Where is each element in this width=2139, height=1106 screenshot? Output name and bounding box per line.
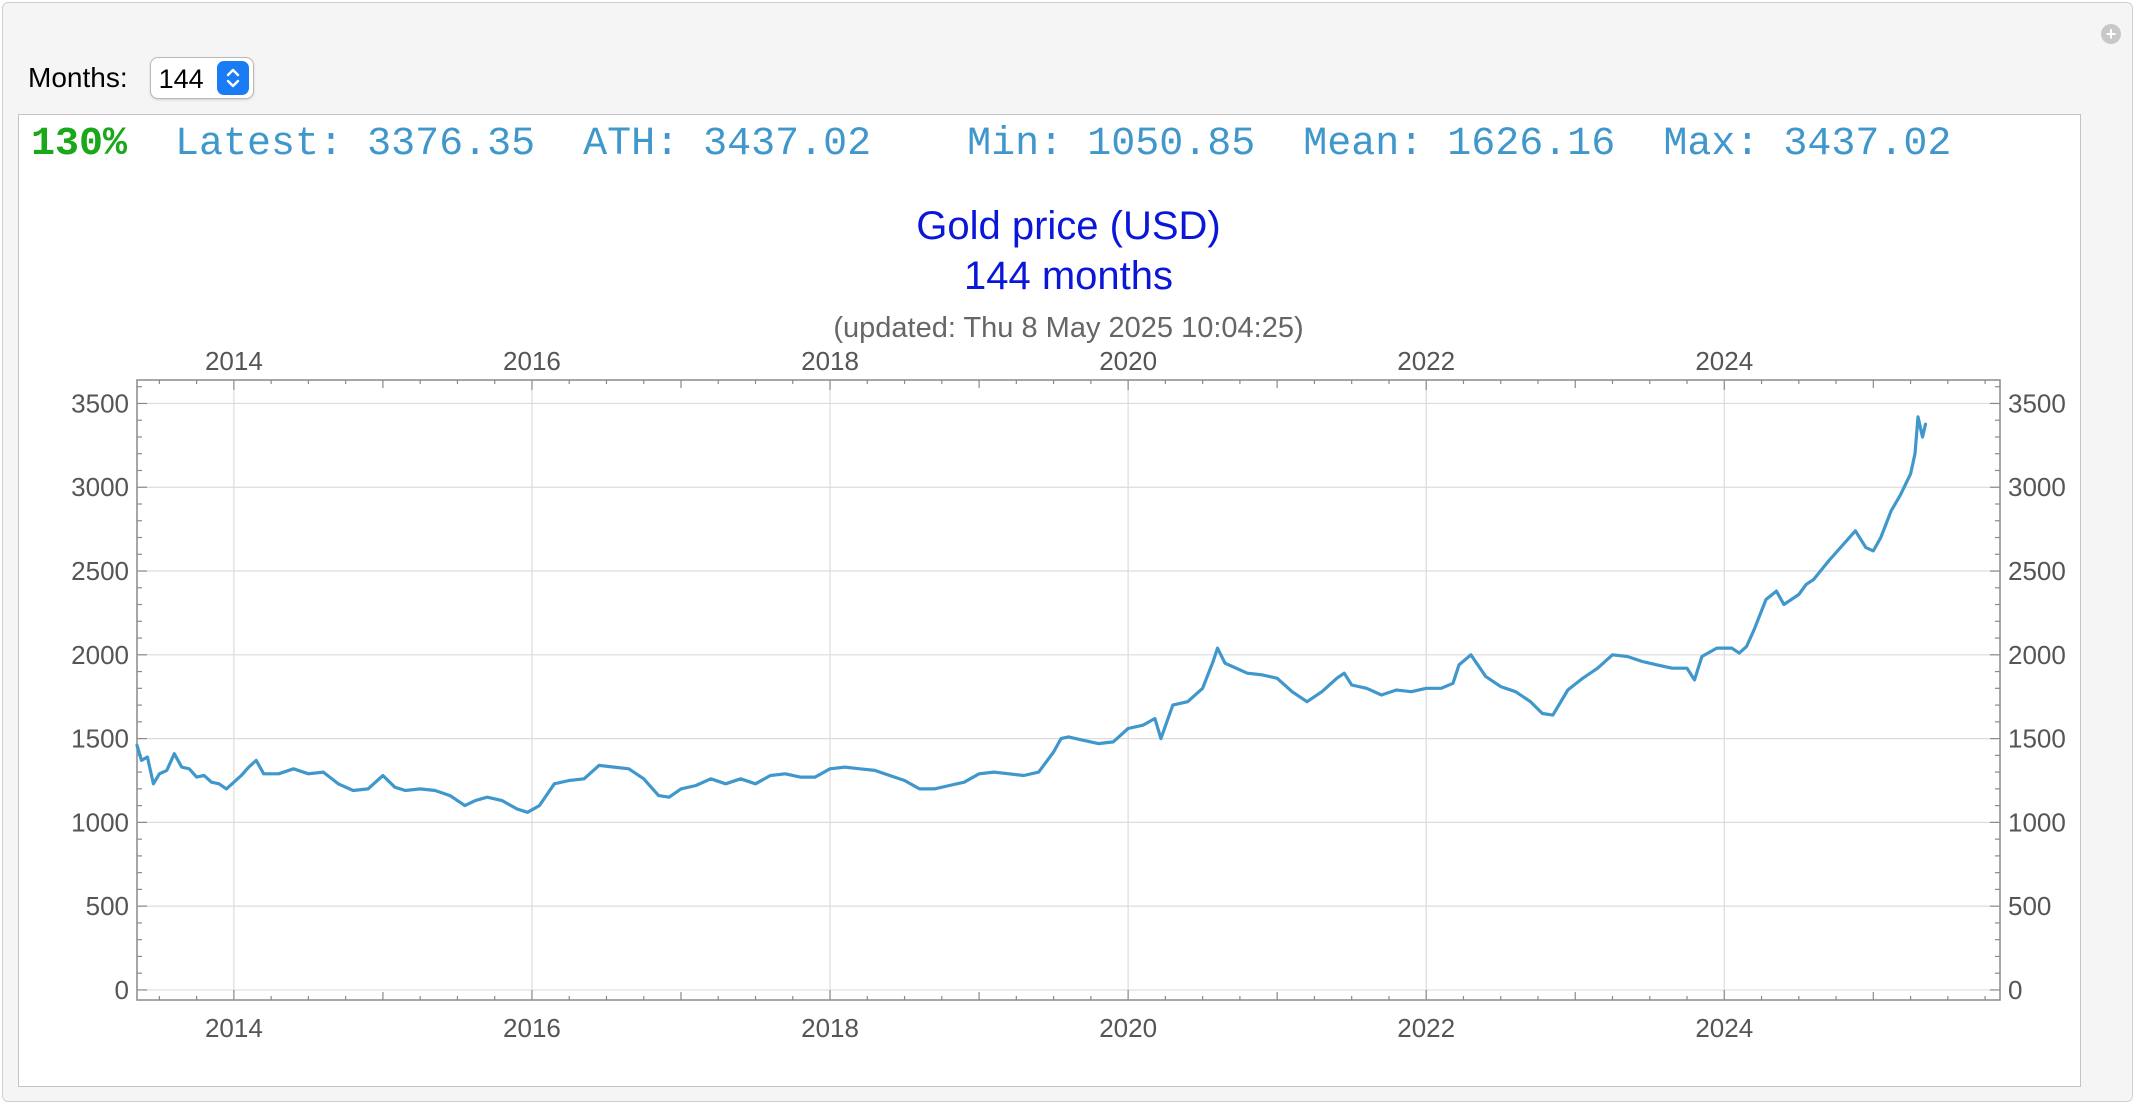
months-select-value: 144 — [158, 64, 204, 94]
x-tick-label: 2014 — [205, 1013, 263, 1043]
x-tick-label: 2016 — [503, 1013, 561, 1043]
y-tick-label-right: 2000 — [2008, 640, 2066, 670]
stat-ath: ATH: 3437.02 — [583, 122, 872, 167]
x-tick-label-top: 2016 — [503, 346, 561, 376]
x-tick-label-top: 2014 — [205, 346, 263, 376]
y-tick-label: 2500 — [71, 556, 129, 586]
months-control: Months: 144 — [28, 55, 254, 101]
chart-title: Gold price (USD) — [916, 204, 1221, 248]
y-tick-label-right: 3500 — [2008, 388, 2066, 418]
y-tick-label-right: 2500 — [2008, 556, 2066, 586]
y-tick-label: 3500 — [71, 388, 129, 418]
x-tick-label: 2020 — [1099, 1013, 1157, 1043]
y-tick-label-right: 3000 — [2008, 472, 2066, 502]
x-tick-label-top: 2020 — [1099, 346, 1157, 376]
y-tick-label: 3000 — [71, 472, 129, 502]
plot-area — [136, 379, 2001, 1001]
stat-mean: Mean: 1626.16 — [1303, 122, 1616, 167]
y-tick-label-right: 0 — [2008, 975, 2022, 1005]
percent-change: 130% — [31, 122, 128, 167]
stat-max: Max: 3437.02 — [1663, 122, 1952, 167]
y-tick-label: 1000 — [71, 807, 129, 837]
stat-min: Min: 1050.85 — [967, 122, 1256, 167]
x-tick-label-top: 2022 — [1397, 346, 1455, 376]
stat-latest: Latest: 3376.35 — [175, 122, 536, 167]
x-tick-label: 2024 — [1695, 1013, 1753, 1043]
y-tick-label: 500 — [86, 891, 129, 921]
y-tick-label-right: 1000 — [2008, 807, 2066, 837]
x-tick-label-top: 2018 — [801, 346, 859, 376]
months-select[interactable]: 144 — [149, 57, 254, 99]
x-tick-label: 2018 — [801, 1013, 859, 1043]
up-down-chevron-icon — [216, 61, 249, 95]
y-tick-label: 1500 — [71, 724, 129, 754]
months-label: Months: — [28, 62, 128, 93]
y-tick-label: 0 — [115, 975, 129, 1005]
add-icon[interactable]: + — [2101, 24, 2121, 44]
series-line-gold-price — [135, 415, 1928, 814]
x-tick-label-top: 2024 — [1695, 346, 1753, 376]
y-tick-label-right: 500 — [2008, 891, 2051, 921]
x-tick-label: 2022 — [1397, 1013, 1455, 1043]
chart-updated-note: (updated: Thu 8 May 2025 10:04:25) — [833, 312, 1304, 344]
y-tick-label: 2000 — [71, 640, 129, 670]
chart-subtitle: 144 months — [963, 254, 1174, 298]
y-tick-label-right: 1500 — [2008, 724, 2066, 754]
stats-bar: 130% Latest: 3376.35 ATH: 3437.02 Min: 1… — [31, 121, 1951, 169]
